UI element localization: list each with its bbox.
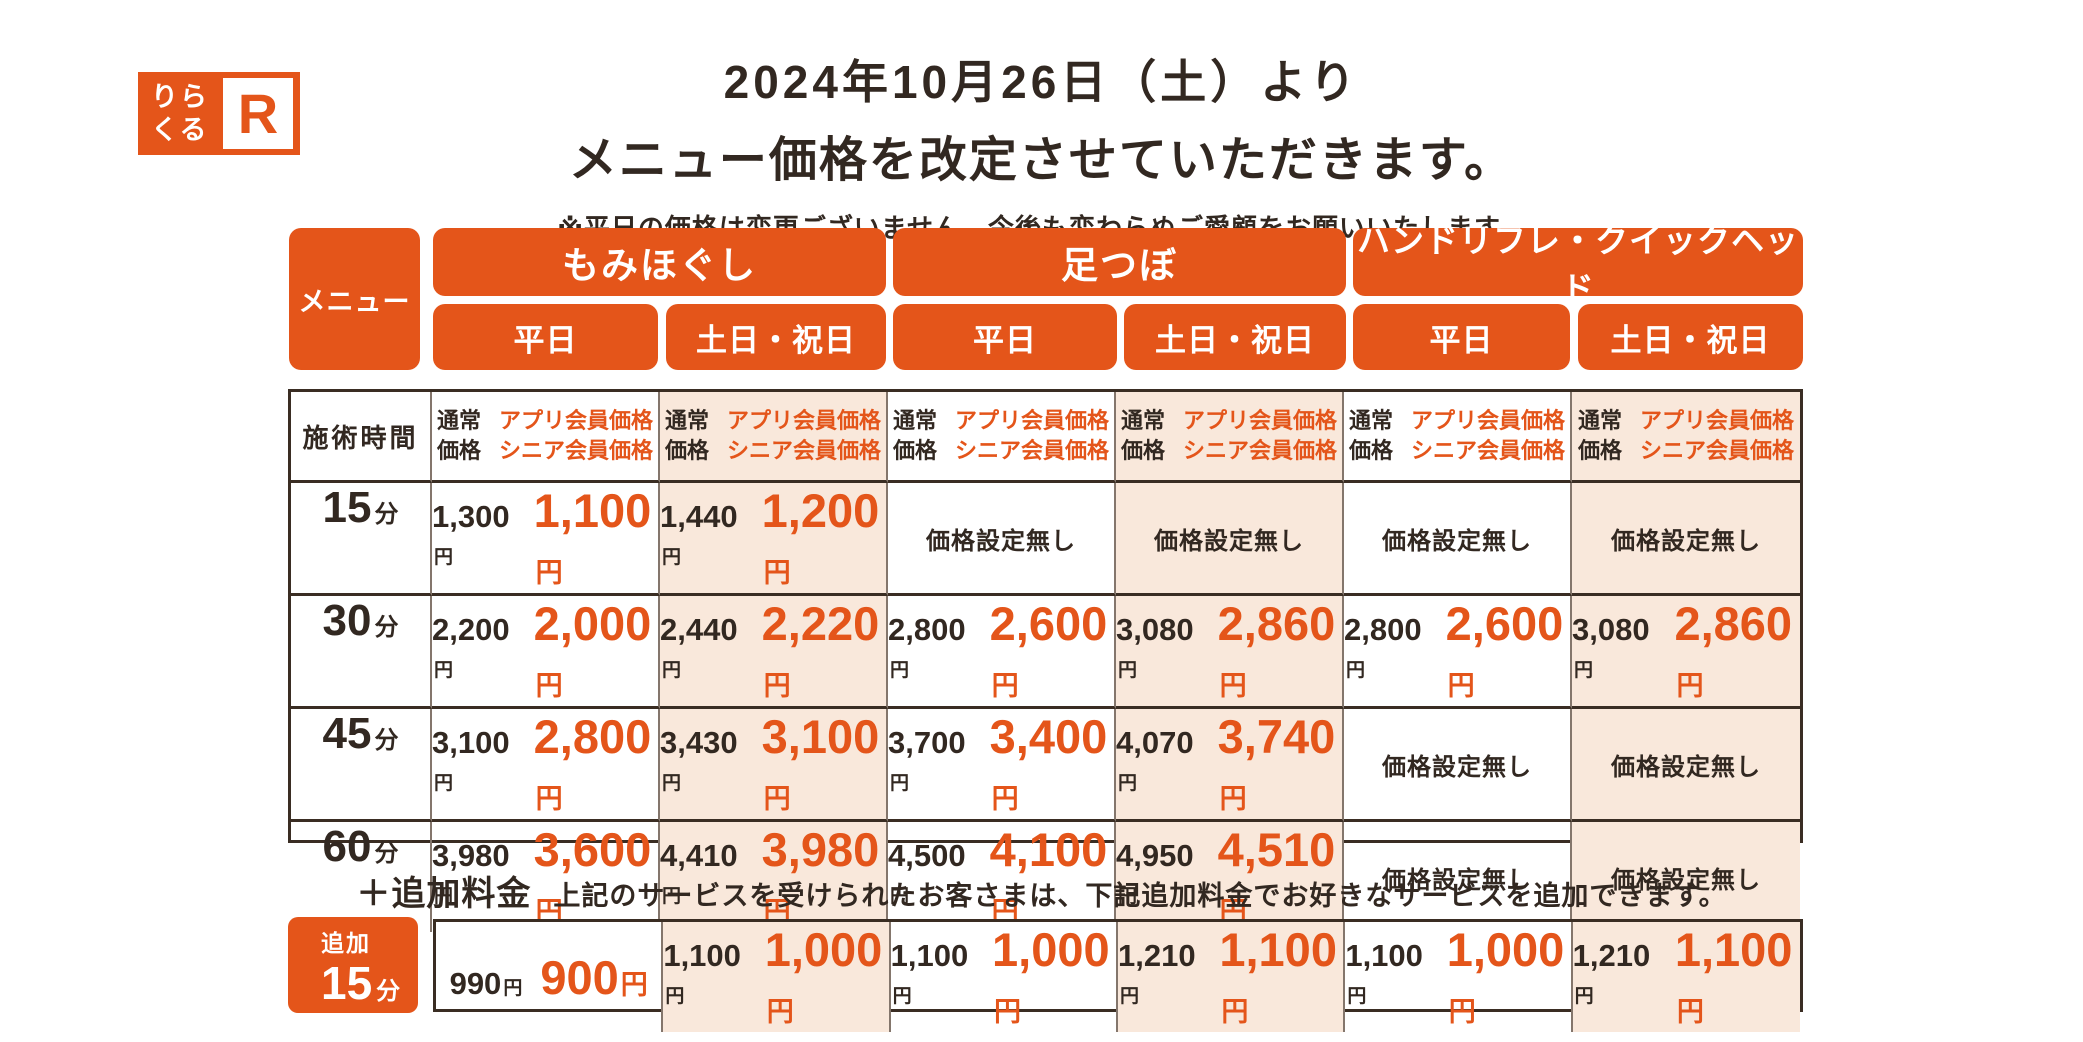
price-cell: 2,800円 2,600円 [888,596,1116,709]
price-column-header: 通常 価格 アプリ会員価格 シニア会員価格 [660,392,888,483]
day-header-weekend-2: 土日・祝日 [1124,304,1346,370]
price-cell: 3,700円 3,400円 [888,709,1116,822]
day-header-weekday-3: 平日 [1353,304,1570,370]
addon-heading: ＋追加料金 上記のサービスを受けられたお客さまは、下記追加料金でお好きなサービスを… [0,866,2083,915]
price-cell: 3,080円 2,860円 [1116,596,1344,709]
price-column-header: 通常 価格 アプリ会員価格 シニア会員価格 [1344,392,1572,483]
price-table: 施術時間 通常 価格 アプリ会員価格 シニア会員価格 通常 価格 アプリ会員価格 シニア… [288,389,1803,932]
price-column-header: 通常 価格 アプリ会員価格 シニア会員価格 [1116,392,1344,483]
price-cell: 1,100円 1,000円 [1345,922,1573,1032]
day-header-weekday-1: 平日 [433,304,658,370]
no-price-cell: 価格設定無し [1116,483,1344,596]
day-header-weekday-2: 平日 [893,304,1117,370]
price-cell: 1,210円 1,100円 [1117,922,1346,1032]
price-cell: 3,100円 2,800円 [432,709,660,822]
regular-price-label: 通常 価格 [664,408,709,463]
addon-price-row: 990 円 900円 1,100円 1,000円 1,100円 1,000円 1,210… [433,919,1803,1032]
regular-price-label: 通常 価格 [436,408,481,463]
title-date-line: 2024年10月26日（土）より [723,56,1360,108]
regular-price-label: 通常 価格 [892,408,937,463]
price-cell: 3,080円 2,860円 [1572,596,1800,709]
price-cell: 2,440円 2,220円 [660,596,888,709]
price-column-header: 通常 価格 アプリ会員価格 シニア会員価格 [888,392,1116,483]
time-column-header: 施術時間 [291,392,432,483]
addon-plus-label: ＋追加料金 [356,875,532,913]
member-price-label: アプリ会員価格 シニア会員価格 [1183,408,1338,463]
price-cell: 1,440円 1,200円 [660,483,888,596]
brand-r-mark: R [223,78,293,149]
title-main-line: メニュー価格を改定させていただきます。 [568,134,1515,187]
no-price-cell: 価格設定無し [1572,483,1800,596]
price-cell: 4,070円 3,740円 [1116,709,1344,822]
price-cell: 1,100円 1,000円 [891,922,1118,1032]
price-cell: 4,950円 4,510円 [1116,822,1344,932]
no-price-cell: 価格設定無し [888,483,1116,596]
menu-header: メニュー [289,228,420,370]
table-header-group: メニュー もみほぐし 足つぼ ハンドリフレ・クイックヘッド 平日 土日・祝日 平… [289,222,1803,370]
regular-price-label: 通常 価格 [1348,408,1393,463]
no-price-cell: 価格設定無し [1572,822,1800,932]
no-price-cell: 価格設定無し [1344,483,1572,596]
category-header-handrefle-quickhead: ハンドリフレ・クイックヘッド [1353,222,1803,307]
addon-description: 上記のサービスを受けられたお客さまは、下記追加料金でお好きなサービスを追加できま… [553,881,1727,911]
member-price-label: アプリ会員価格 シニア会員価格 [955,408,1110,463]
price-cell: 3,980円 3,600円 [432,822,660,932]
price-cell: 4,500円 4,100円 [888,822,1116,932]
price-cell: 2,200円 2,000円 [432,596,660,709]
member-price-label: アプリ会員価格 シニア会員価格 [1411,408,1566,463]
price-cell: 990 円 900円 [436,922,664,1032]
price-column-header: 通常 価格 アプリ会員価格 シニア会員価格 [432,392,660,483]
brand-name-line2: くる [151,114,209,145]
day-header-weekend-1: 土日・祝日 [666,304,886,370]
category-header-momihogushi: もみほぐし [433,228,886,296]
brand-name-line1: りら [151,81,209,112]
time-cell-45min: 45 分 [291,709,432,822]
rirakuru-logo: りら くる R [138,72,300,155]
no-price-cell: 価格設定無し [1344,822,1572,932]
no-price-cell: 価格設定無し [1572,709,1800,822]
addon-15min-box: 追加 15 分 [288,917,418,1013]
price-cell: 2,800円 2,600円 [1344,596,1572,709]
no-price-cell: 価格設定無し [1344,709,1572,822]
member-price-label: アプリ会員価格 シニア会員価格 [727,408,882,463]
price-cell: 3,430円 3,100円 [660,709,888,822]
time-cell-60min: 60 分 [291,822,432,932]
regular-price-label: 通常 価格 [1120,408,1165,463]
regular-price-label: 通常 価格 [1577,408,1622,463]
day-header-weekend-3: 土日・祝日 [1578,304,1803,370]
time-cell-30min: 30 分 [291,596,432,709]
price-cell: 4,410円 3,980円 [660,822,888,932]
time-cell-15min: 15 分 [291,483,432,596]
price-cell: 1,300円 1,100円 [432,483,660,596]
member-price-label: アプリ会員価格 シニア会員価格 [499,408,654,463]
price-column-header: 通常 価格 アプリ会員価格 シニア会員価格 [1572,392,1800,483]
brand-name: りら くる [138,81,209,147]
price-cell: 1,210円 1,100円 [1572,922,1800,1032]
member-price-label: アプリ会員価格 シニア会員価格 [1640,408,1795,463]
category-header-ashitsubo: 足つぼ [893,228,1346,296]
price-cell: 1,100円 1,000円 [663,922,891,1032]
